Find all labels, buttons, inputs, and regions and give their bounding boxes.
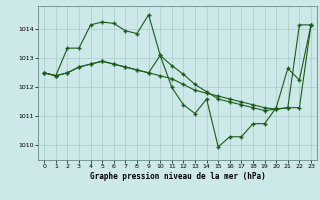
- X-axis label: Graphe pression niveau de la mer (hPa): Graphe pression niveau de la mer (hPa): [90, 172, 266, 181]
